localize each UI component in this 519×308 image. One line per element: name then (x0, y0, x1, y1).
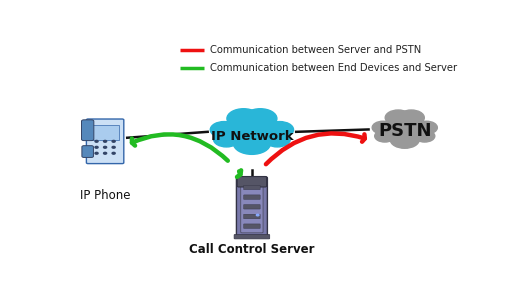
FancyBboxPatch shape (243, 195, 260, 199)
FancyBboxPatch shape (86, 119, 124, 164)
Circle shape (227, 109, 260, 128)
Text: Communication between Server and PSTN: Communication between Server and PSTN (210, 45, 421, 55)
Circle shape (375, 130, 395, 142)
FancyBboxPatch shape (237, 176, 267, 187)
Circle shape (95, 140, 98, 142)
Circle shape (210, 122, 238, 138)
Circle shape (234, 132, 270, 154)
Circle shape (228, 116, 276, 144)
Circle shape (252, 124, 287, 144)
Circle shape (104, 146, 106, 148)
Circle shape (390, 131, 419, 148)
FancyBboxPatch shape (81, 120, 94, 140)
Circle shape (398, 110, 425, 125)
Circle shape (112, 146, 115, 148)
FancyBboxPatch shape (243, 214, 260, 219)
FancyBboxPatch shape (243, 185, 260, 190)
Circle shape (95, 146, 98, 148)
FancyBboxPatch shape (243, 224, 260, 229)
FancyBboxPatch shape (82, 146, 93, 157)
Circle shape (213, 132, 239, 147)
Text: IP Phone: IP Phone (80, 189, 130, 202)
Circle shape (217, 124, 252, 144)
Circle shape (416, 121, 438, 134)
Text: IP Network: IP Network (211, 130, 293, 143)
Text: PSTN: PSTN (378, 122, 431, 140)
FancyBboxPatch shape (234, 234, 270, 239)
Circle shape (104, 140, 106, 142)
FancyBboxPatch shape (237, 177, 267, 237)
Circle shape (256, 214, 259, 216)
Circle shape (243, 109, 277, 128)
Circle shape (386, 116, 424, 139)
Circle shape (264, 132, 290, 147)
Text: Call Control Server: Call Control Server (189, 243, 315, 256)
Circle shape (372, 121, 394, 134)
Circle shape (95, 152, 98, 154)
Circle shape (266, 122, 294, 138)
Circle shape (377, 123, 405, 140)
Circle shape (112, 140, 115, 142)
Circle shape (112, 152, 115, 154)
Circle shape (104, 152, 106, 154)
FancyBboxPatch shape (243, 205, 260, 209)
Circle shape (415, 130, 435, 142)
Circle shape (405, 123, 432, 140)
FancyBboxPatch shape (241, 180, 263, 233)
Text: Communication between End Devices and Server: Communication between End Devices and Se… (210, 63, 457, 73)
FancyBboxPatch shape (91, 125, 119, 140)
Circle shape (385, 110, 411, 125)
